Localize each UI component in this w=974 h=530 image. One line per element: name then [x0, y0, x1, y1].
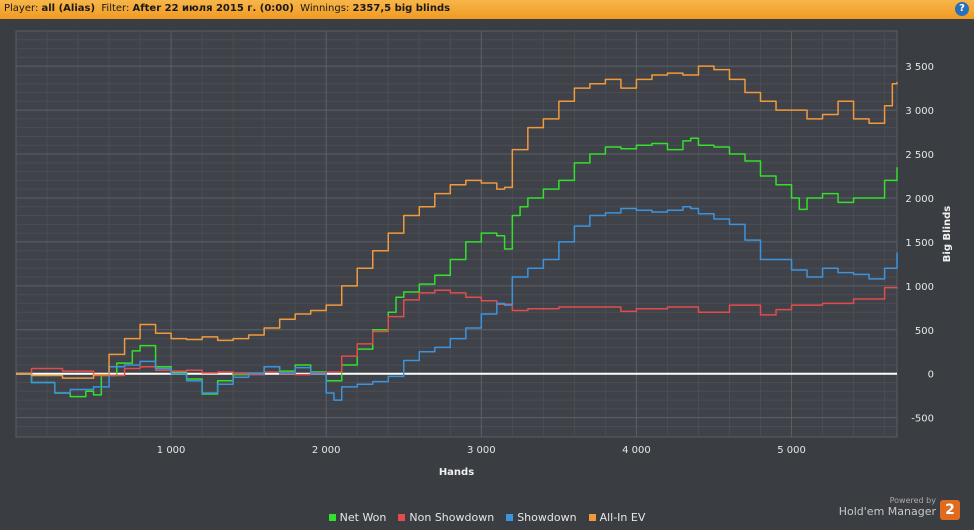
hem-branding: Powered by Hold'em Manager 2: [838, 496, 960, 520]
winnings-graph: 1 000 2 000 3 000 4 000 5 000 -500 0 500 1 000 1 …: [15, 30, 953, 478]
legend-label: Non Showdown: [409, 511, 495, 524]
y-tick-label: 1 000: [905, 282, 934, 293]
x-axis-title: Hands: [439, 467, 474, 478]
legend-item-showdown[interactable]: Showdown: [506, 511, 577, 524]
legend-item-non-showdown[interactable]: Non Showdown: [398, 511, 494, 524]
winnings-label: Winnings:: [300, 3, 350, 14]
x-tick-label: 5 000: [777, 445, 806, 456]
x-tick-label: 2 000: [312, 445, 341, 456]
y-tick-label: 2 000: [905, 194, 934, 205]
filter-value: After 22 июля 2015 г. (0:00): [132, 3, 294, 14]
series-line-showdown: [16, 206, 898, 401]
y-tick-label: 1 500: [905, 238, 934, 249]
legend-swatch: [398, 514, 406, 521]
x-tick-label: 4 000: [622, 445, 651, 456]
powered-by-label: Powered by: [889, 496, 936, 505]
legend-label: All-In EV: [599, 511, 646, 524]
x-tick-label: 3 000: [467, 445, 496, 456]
legend-item-all-in-ev[interactable]: All-In EV: [588, 511, 646, 524]
y-tick-label: 500: [915, 326, 934, 337]
y-axis-title: Big Blinds: [942, 206, 953, 262]
filter-summary: Player: all (Alias) Filter: After 22 июл…: [4, 3, 450, 14]
chart-legend: Net Won Non Showdown Showdown All-In EV: [0, 511, 974, 524]
y-tick-label: 3 000: [905, 106, 934, 117]
y-tick-label: -500: [911, 414, 934, 425]
y-tick-label: 0: [928, 370, 934, 381]
y-tick-label: 2 500: [905, 150, 934, 161]
report-header-bar: Player: all (Alias) Filter: After 22 июл…: [0, 0, 974, 19]
x-tick-label: 1 000: [157, 445, 186, 456]
legend-item-net-won[interactable]: Net Won: [328, 511, 387, 524]
plot-area: [15, 30, 898, 438]
help-icon[interactable]: ?: [955, 2, 969, 16]
player-label: Player:: [4, 3, 39, 14]
winnings-value: 2357,5 big blinds: [352, 3, 451, 14]
legend-swatch: [328, 514, 336, 521]
y-tick-label: 3 500: [905, 62, 934, 73]
series-line-net-won: [16, 137, 898, 398]
filter-label: Filter:: [101, 3, 130, 14]
hem2-logo-icon: 2: [940, 500, 960, 520]
series-line-all-in-ev: [16, 65, 898, 379]
series-line-non-showdown: [16, 286, 898, 377]
legend-swatch: [588, 514, 596, 521]
player-value: all (Alias): [41, 3, 96, 14]
brand-name: Hold'em Manager: [838, 505, 936, 518]
legend-label: Net Won: [339, 511, 387, 524]
legend-swatch: [506, 514, 514, 521]
legend-label: Showdown: [517, 511, 577, 524]
